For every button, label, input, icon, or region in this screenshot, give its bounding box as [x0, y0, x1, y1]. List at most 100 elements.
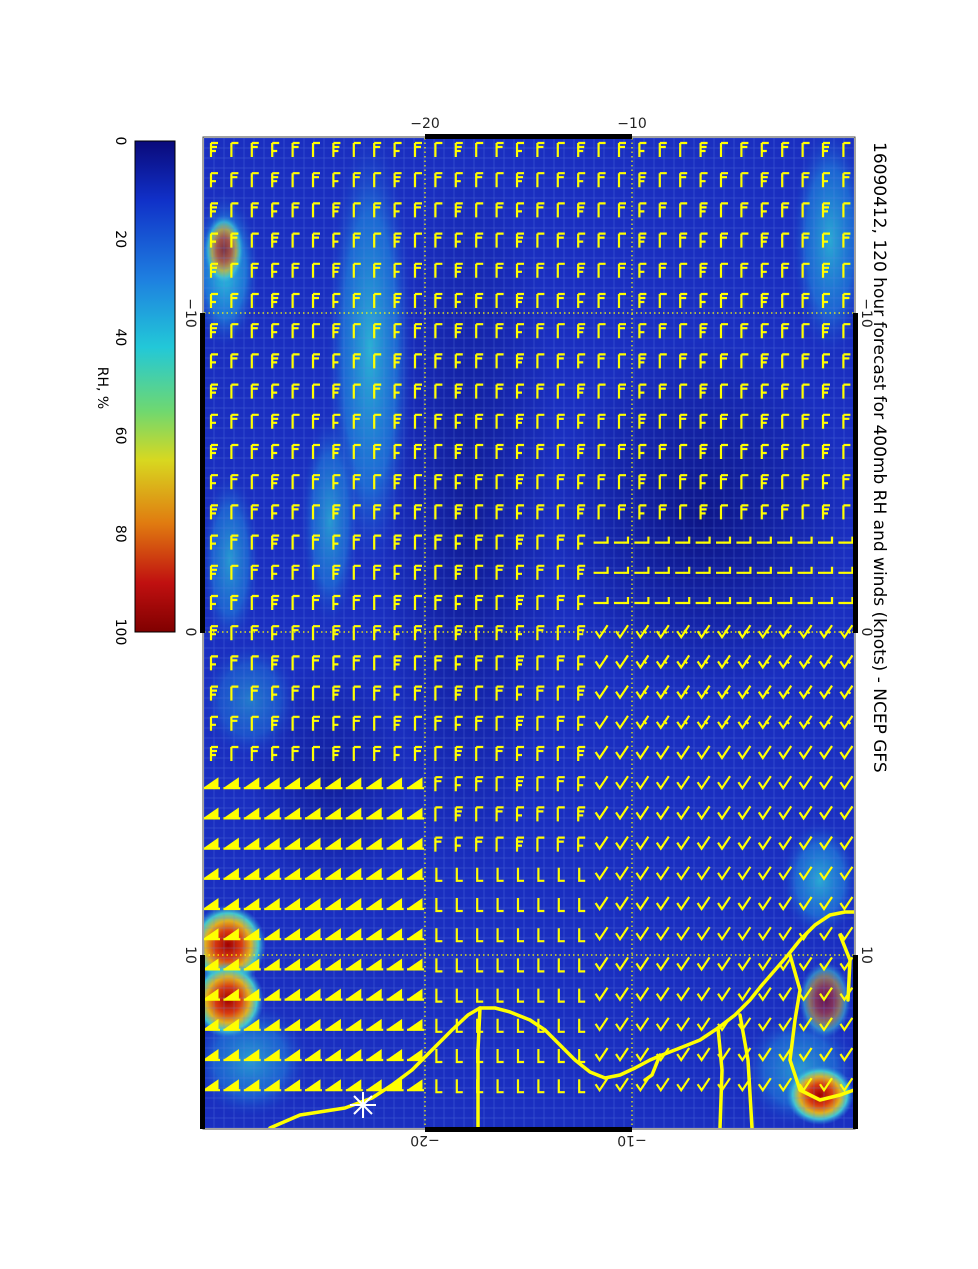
left-tick-label: −10 [182, 298, 198, 328]
wind-barb-staff [434, 594, 443, 610]
wind-barb-staff [617, 172, 626, 188]
wind-barb [230, 685, 239, 701]
wind-barb-staff [717, 896, 731, 911]
wind-barb-staff [696, 926, 711, 942]
wind-barb-staff [536, 172, 545, 188]
wind-barb-staff [699, 443, 708, 459]
wind-barb-staff [332, 141, 341, 157]
wind-barb-staff [230, 504, 239, 520]
wind-barb [798, 866, 813, 881]
wind-barb [250, 715, 259, 731]
wind-barb [495, 353, 504, 369]
wind-barb-staff [655, 926, 670, 942]
wind-barb [325, 958, 343, 971]
wind-barb-staff [719, 413, 728, 429]
wind-barb-staff [577, 715, 586, 731]
wind-barb [615, 835, 629, 851]
wind-barb [658, 141, 667, 157]
wind-barb [737, 866, 752, 881]
wind-barb-staff [578, 988, 586, 1003]
wind-barb-staff [496, 1018, 504, 1033]
wind-barb-staff [434, 474, 443, 490]
wind-barb [515, 262, 524, 278]
wind-barb [614, 536, 630, 544]
wind-barb [495, 413, 504, 429]
wind-barb [736, 536, 752, 544]
wind-barb-staff [699, 202, 708, 218]
wind-barb-staff [515, 232, 524, 248]
wind-barb [454, 292, 463, 308]
wind-barb-staff [655, 986, 670, 1002]
wind-barb [515, 534, 524, 550]
wind-barb-staff [495, 474, 504, 490]
wind-barb-staff [515, 685, 524, 701]
wind-barb [332, 715, 341, 731]
wind-barb-staff [230, 534, 239, 550]
wind-barb-staff [675, 597, 691, 605]
wind-barb [556, 776, 565, 792]
wind-barb [801, 202, 810, 218]
wind-barb [577, 655, 586, 671]
wind-barb [778, 986, 793, 1002]
wind-barb-staff [209, 323, 218, 339]
wind-barb [578, 958, 586, 973]
wind-barb [393, 715, 402, 731]
wind-barb-staff [393, 383, 402, 399]
wind-barb [413, 474, 422, 490]
wind-barb-staff [597, 292, 606, 308]
wind-barb [737, 896, 752, 911]
wind-barb-staff [635, 715, 650, 730]
wind-barb [760, 323, 769, 339]
wind-barb-staff [454, 353, 463, 369]
wind-barb-staff [516, 958, 524, 973]
wind-barb-staff [230, 232, 239, 248]
wind-barb-staff [821, 474, 830, 490]
wind-barb [717, 926, 731, 942]
wind-barb-staff [781, 292, 790, 308]
wind-barb [311, 504, 320, 520]
wind-barb [230, 383, 239, 399]
wind-barb [352, 262, 361, 278]
wind-barb [577, 625, 586, 641]
wind-barb-staff [373, 323, 382, 339]
wind-barb-staff [332, 353, 341, 369]
wind-barb [311, 172, 320, 188]
map-panel: −20 −10 −20 −10 −10 0 10 −10 0 10 [182, 116, 874, 1148]
wind-barb [819, 684, 833, 700]
wind-barb [737, 1077, 752, 1093]
wind-barb [821, 141, 830, 157]
wind-barb-staff [617, 202, 626, 218]
wind-barb-staff [393, 564, 402, 580]
wind-barb-staff [842, 262, 851, 278]
wind-barb-staff [842, 323, 851, 339]
wind-barb [515, 413, 524, 429]
wind-barb [413, 383, 422, 399]
wind-barb-staff [496, 898, 504, 913]
wind-barb-staff [699, 323, 708, 339]
wind-barb-staff [271, 443, 280, 459]
wind-barb [760, 172, 769, 188]
wind-barb [311, 323, 320, 339]
wind-barb-staff [373, 172, 382, 188]
wind-barb [230, 625, 239, 641]
wind-barb [413, 413, 422, 429]
wind-barb-staff [757, 835, 772, 851]
wind-barb [658, 443, 667, 459]
wind-barb-staff [740, 413, 749, 429]
wind-barb-staff [291, 655, 300, 671]
wind-barb [454, 172, 463, 188]
wind-barb [839, 775, 854, 791]
wind-barb [819, 775, 833, 791]
wind-barb [407, 777, 424, 790]
wind-barb [284, 1079, 302, 1092]
colorbar-tick-label: 20 [112, 230, 128, 248]
wind-barb [413, 594, 422, 610]
wind-barb [454, 655, 463, 671]
wind-barb [515, 202, 524, 218]
wind-barb [617, 141, 626, 157]
wind-barb-staff [515, 474, 524, 490]
wind-barb [393, 655, 402, 671]
wind-barb [515, 383, 524, 399]
wind-barb-staff [597, 232, 606, 248]
wind-barb [475, 594, 484, 610]
